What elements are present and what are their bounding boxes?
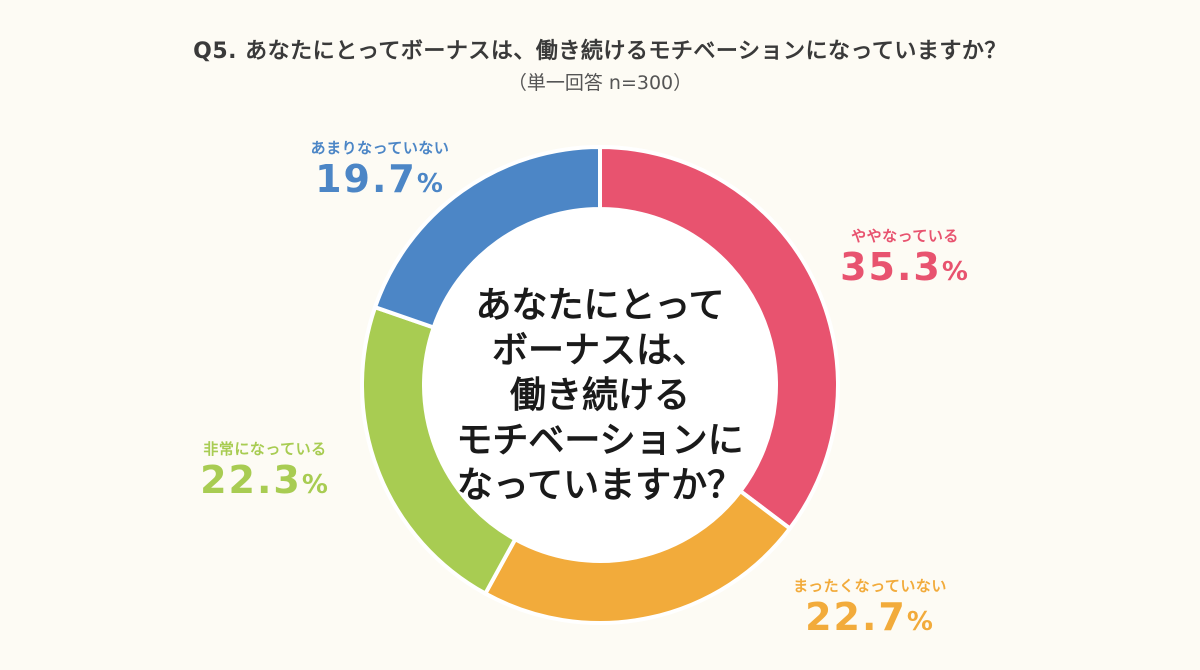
donut-slice-3 [372,144,602,331]
slice-label-amari: あまりなっていない 19.7% [295,137,465,202]
slice-unit: % [906,607,935,637]
slice-unit: % [301,470,330,500]
slice-name: まったくなっていない [793,577,947,595]
slice-label-yaya: ややなっている 35.3% [820,225,990,290]
center-line: あなたにとって [475,285,725,326]
slice-label-mattaku: まったくなっていない 22.7% [760,575,980,640]
slice-value: 19.7 [315,157,417,201]
center-question: あなたにとって ボーナスは、 働き続ける モチベーションに なっていますか？ [450,283,750,508]
chart-subtitle: （単一回答 n=300） [507,72,693,94]
center-line: ボーナスは、 [491,330,708,371]
slice-name: あまりなっていない [310,139,450,157]
center-line: なっていますか？ [456,465,744,506]
slice-value: 35.3 [840,245,942,289]
slice-name: ややなっている [851,227,959,245]
donut-hole [425,210,775,560]
slice-name: 非常になっている [203,440,327,458]
slice-unit: % [416,169,445,199]
center-line: 働き続ける [509,375,690,416]
donut-slice-0 [598,144,840,532]
slice-value: 22.3 [200,458,302,502]
chart-title: Q5. あなたにとってボーナスは、働き続けるモチベーションになっていますか？ [193,39,1007,64]
center-line: モチベーションに [456,420,744,461]
slice-value: 22.7 [805,595,907,639]
slice-unit: % [941,257,970,287]
slice-label-hijou: 非常になっている 22.3% [180,438,350,503]
